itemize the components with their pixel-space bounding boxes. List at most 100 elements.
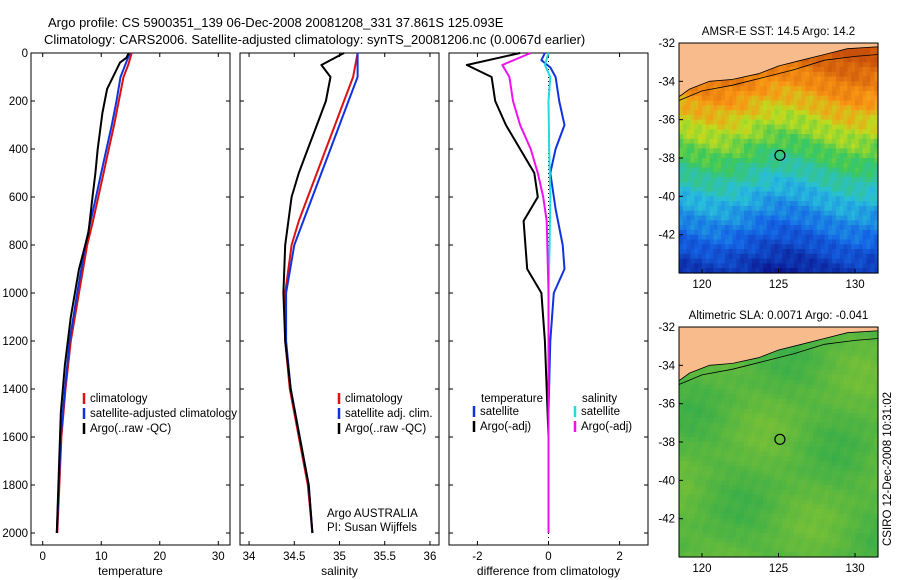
map-cell (698, 220, 703, 226)
map-cell (866, 162, 871, 169)
map-cell (724, 542, 730, 548)
map-cell (770, 547, 776, 553)
map-cell (866, 177, 871, 183)
map-cell (690, 138, 695, 145)
y-tick-label: -42 (658, 230, 675, 242)
map-cell (755, 196, 760, 202)
map-cell (694, 533, 699, 539)
map-cell (713, 456, 718, 462)
map-cell (801, 57, 806, 63)
map-cell (805, 537, 810, 544)
map-cell (839, 263, 845, 269)
map-cell (728, 148, 734, 154)
map-cell (767, 509, 772, 515)
map-cell (713, 134, 718, 140)
map-cell (732, 504, 737, 510)
map-cell (793, 499, 799, 505)
map-cell (763, 475, 768, 481)
map-cell (751, 225, 757, 231)
map-cell (724, 499, 730, 505)
map-cell (805, 110, 810, 116)
map-cell (721, 229, 726, 236)
map-cell (858, 191, 864, 197)
map-cell (682, 239, 688, 245)
map-cell (778, 239, 783, 245)
map-cell (763, 86, 768, 92)
map-cell (717, 229, 722, 236)
map-cell (843, 201, 848, 207)
map-cell (786, 62, 791, 68)
map-cell (770, 518, 776, 525)
map-cell (832, 437, 837, 443)
map-cell (682, 229, 688, 236)
map-cell (809, 432, 814, 438)
map-cell (812, 456, 818, 462)
map-cell (682, 398, 688, 405)
map-cell (763, 114, 768, 121)
map-cell (832, 67, 837, 73)
map-cell (713, 408, 718, 414)
map-cell (767, 153, 772, 159)
map-cell (778, 422, 783, 429)
map-cell (679, 475, 684, 481)
map-cell (824, 475, 829, 481)
map-cell (778, 86, 783, 92)
map-cell (793, 422, 799, 429)
map-cell (686, 451, 692, 457)
map-cell (721, 475, 726, 481)
map-cell (797, 427, 802, 433)
map-cell (690, 489, 695, 496)
map-cell (847, 191, 852, 197)
map-cell (855, 220, 860, 226)
map-cell (778, 379, 783, 386)
map-cell (755, 225, 760, 231)
map-cell (744, 119, 749, 126)
map-cell (797, 253, 802, 260)
map-cell (763, 437, 768, 443)
map-cell (713, 451, 718, 457)
map-cell (770, 71, 776, 78)
map-cell (759, 365, 764, 371)
map-cell (751, 466, 757, 472)
map-cell (763, 456, 768, 462)
map-cell (709, 470, 714, 477)
map-cell (786, 67, 791, 73)
map-cell (755, 177, 760, 183)
map-cell (755, 513, 760, 520)
map-cell (797, 418, 802, 424)
map-cell (690, 229, 695, 236)
map-cell (797, 451, 802, 457)
map-cell (786, 374, 791, 381)
map-cell (694, 370, 699, 376)
map-cell (679, 268, 684, 274)
map-cell (751, 110, 757, 116)
map-cell (690, 143, 695, 149)
map-cell (778, 523, 783, 529)
map-cell (847, 71, 852, 78)
map-cell (793, 191, 799, 197)
map-cell (847, 461, 852, 467)
map-cell (770, 418, 776, 424)
map-cell (774, 547, 780, 553)
map-cell (736, 533, 741, 539)
map-cell (816, 456, 822, 462)
map-cell (717, 167, 722, 173)
map-cell (790, 360, 795, 366)
map-cell (717, 196, 722, 202)
map-cell (855, 124, 860, 130)
map-cell (679, 158, 684, 164)
map-cell (724, 408, 730, 414)
map-cell (828, 470, 833, 477)
map-cell (770, 437, 776, 443)
map-cell (835, 90, 841, 97)
map-cell (801, 485, 806, 491)
map-cell (835, 537, 841, 544)
map-cell (801, 249, 806, 255)
map-cell (816, 499, 822, 505)
map-cell (740, 446, 745, 453)
map-cell (828, 129, 833, 135)
map-cell (763, 379, 768, 386)
map-cell (820, 90, 825, 97)
map-cell (713, 427, 718, 433)
map-cell (721, 451, 726, 457)
